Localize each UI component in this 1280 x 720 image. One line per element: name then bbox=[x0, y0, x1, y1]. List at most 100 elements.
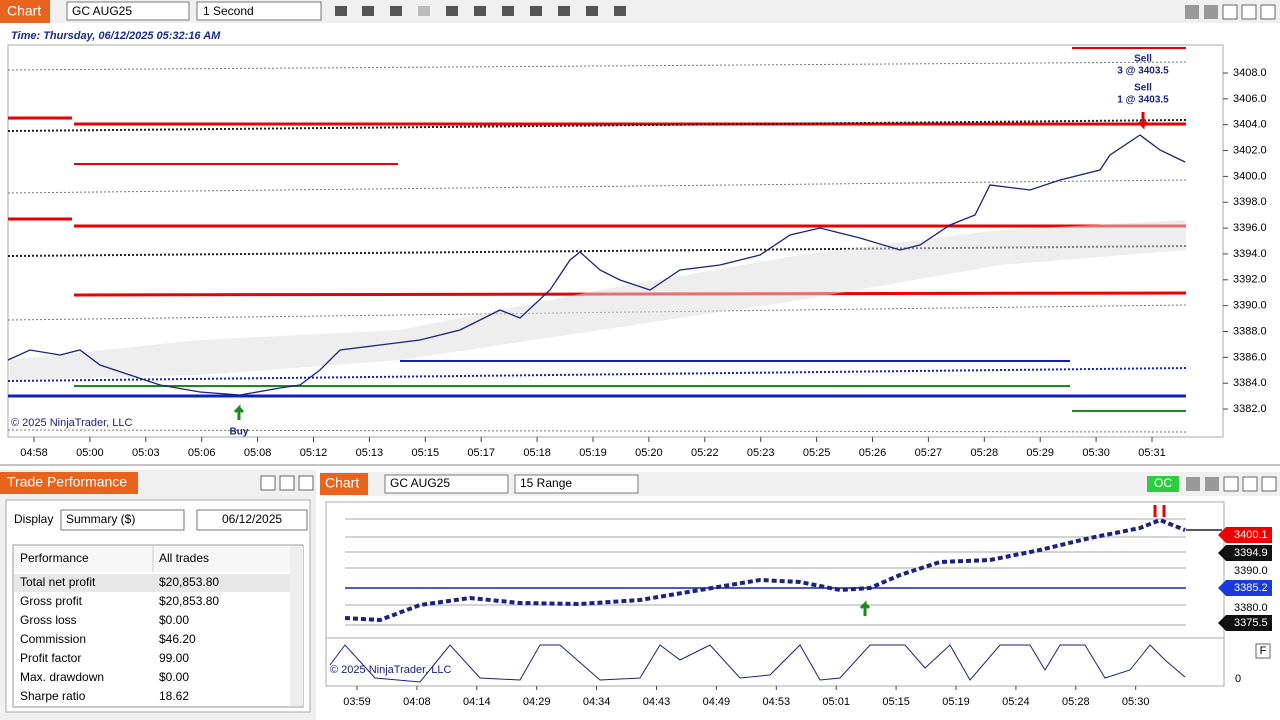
panel-button-label: F bbox=[1260, 645, 1267, 657]
b-time-label: 05:28 bbox=[1062, 696, 1090, 708]
price-bars bbox=[344, 517, 1186, 623]
date-picker[interactable] bbox=[196, 509, 308, 531]
bottom-interval: 15 Range bbox=[520, 476, 572, 490]
selected-row bbox=[14, 574, 290, 592]
status-badge[interactable] bbox=[1147, 476, 1179, 492]
perf-cell: $46.20 bbox=[159, 632, 196, 646]
buy-arrow bbox=[233, 404, 245, 420]
b-time-label: 04:08 bbox=[403, 696, 431, 708]
copyright: © 2025 NinjaTrader, LLC bbox=[11, 417, 132, 429]
bottom-copyright: © 2025 NinjaTrader, LLC bbox=[330, 664, 451, 676]
indicator-line bbox=[329, 644, 1186, 683]
time-label: 05:30 bbox=[1082, 447, 1110, 459]
interval-box[interactable] bbox=[196, 1, 322, 21]
b-time-label: 03:59 bbox=[343, 696, 371, 708]
bottom-instrument: GC AUG25 bbox=[390, 476, 450, 490]
price-marker-label: 3394.9 bbox=[1234, 547, 1268, 559]
top-toolbar bbox=[0, 0, 1280, 23]
perf-cell: $20,853.80 bbox=[159, 575, 219, 589]
sell-arrow bbox=[1137, 112, 1149, 130]
price-label: 3396.0 bbox=[1233, 222, 1267, 234]
time-label: 05:27 bbox=[915, 447, 943, 459]
time-label: 05:13 bbox=[356, 447, 384, 459]
display-value: Summary ($) bbox=[66, 512, 135, 526]
bottom-axis: 3390.03385.03380.03400.13394.93385.23375… bbox=[343, 527, 1272, 708]
annotation: Sell bbox=[1134, 54, 1152, 65]
b-price-label: 3390.0 bbox=[1234, 565, 1268, 577]
bottom-window-buttons bbox=[1186, 476, 1277, 492]
time-label: 05:17 bbox=[467, 447, 495, 459]
price-marker bbox=[1218, 527, 1272, 543]
time-label: 05:26 bbox=[859, 447, 887, 459]
perf-cell: 18.62 bbox=[159, 689, 189, 703]
time-label: 05:03 bbox=[132, 447, 160, 459]
price-marker-label: 3400.1 bbox=[1234, 529, 1268, 541]
price-label: 3388.0 bbox=[1233, 325, 1267, 337]
price-label: 3384.0 bbox=[1233, 377, 1267, 389]
b-time-label: 05:30 bbox=[1122, 696, 1150, 708]
status: OC bbox=[1154, 476, 1172, 490]
b-time-label: 05:19 bbox=[942, 696, 970, 708]
bottom-chart-tab[interactable] bbox=[320, 473, 368, 495]
time-label: 05:31 bbox=[1138, 447, 1166, 459]
price-label: 3382.0 bbox=[1233, 403, 1267, 415]
price-label: 3400.0 bbox=[1233, 170, 1267, 182]
time-label: 05:08 bbox=[244, 447, 272, 459]
b-time-label: 05:15 bbox=[882, 696, 910, 708]
interval: 1 Second bbox=[203, 4, 254, 18]
date: 06/12/2025 bbox=[222, 512, 282, 526]
perf-cell: Max. drawdown bbox=[20, 670, 104, 684]
perf-cell: $0.00 bbox=[159, 613, 189, 627]
time-label: 05:06 bbox=[188, 447, 216, 459]
instrument-box[interactable] bbox=[66, 1, 190, 21]
bottom-instrument-box[interactable] bbox=[384, 474, 509, 494]
perf-rows: Performance All trades Total net profit $20… bbox=[20, 551, 219, 703]
b-time-label: 04:29 bbox=[523, 696, 551, 708]
perf-header: All trades bbox=[159, 551, 209, 565]
panel-button[interactable] bbox=[1255, 643, 1271, 659]
perf-cell: Profit factor bbox=[20, 651, 81, 665]
time-label: 05:23 bbox=[747, 447, 775, 459]
scrollbar bbox=[290, 546, 303, 706]
toolbar-icons bbox=[335, 4, 1276, 20]
annotation: 1 @ 3403.5 bbox=[1117, 95, 1169, 106]
indicator-axis: 0 bbox=[1235, 673, 1241, 685]
price-label: 3386.0 bbox=[1233, 351, 1267, 363]
chart-tab[interactable] bbox=[0, 0, 50, 23]
time-label: 05:00 bbox=[76, 447, 104, 459]
annotation: Sell bbox=[1134, 83, 1152, 94]
perf-cell: $20,853.80 bbox=[159, 594, 219, 608]
b-time-label: 05:01 bbox=[822, 696, 850, 708]
b-time-label: 04:14 bbox=[463, 696, 491, 708]
price-label: 3398.0 bbox=[1233, 196, 1267, 208]
display-select[interactable] bbox=[60, 509, 185, 531]
bottom-interval-box[interactable] bbox=[514, 474, 639, 494]
b-time-label: 04:49 bbox=[703, 696, 731, 708]
band-shade bbox=[8, 220, 1186, 380]
time-label: 05:28 bbox=[971, 447, 999, 459]
b-time-label: 04:43 bbox=[643, 696, 671, 708]
trade-title: Trade Performance bbox=[7, 474, 127, 490]
price-label: 3406.0 bbox=[1233, 93, 1267, 105]
price-label: 3404.0 bbox=[1233, 119, 1267, 131]
perf-cell: 99.00 bbox=[159, 651, 189, 665]
time-label: 05:19 bbox=[579, 447, 607, 459]
perf-cell: Sharpe ratio bbox=[20, 689, 86, 703]
b-price-label: 3380.0 bbox=[1234, 602, 1268, 614]
time-label: 05:25 bbox=[803, 447, 831, 459]
time-label: 05:20 bbox=[635, 447, 663, 459]
perf-header-bg bbox=[14, 546, 290, 572]
trade-tab[interactable] bbox=[0, 472, 138, 494]
buy-arrow-b bbox=[859, 600, 871, 616]
time-label: 05:18 bbox=[523, 447, 551, 459]
b-time-label: 05:24 bbox=[1002, 696, 1030, 708]
time-label: 05:29 bbox=[1026, 447, 1054, 459]
trade-window-buttons bbox=[260, 475, 314, 491]
price-marker-label: 3385.2 bbox=[1234, 582, 1268, 594]
sell-arrows-b bbox=[1153, 505, 1166, 517]
perf-header: Performance bbox=[20, 551, 89, 565]
perf-cell: Gross loss bbox=[20, 613, 77, 627]
price-label: 3390.0 bbox=[1233, 300, 1267, 312]
